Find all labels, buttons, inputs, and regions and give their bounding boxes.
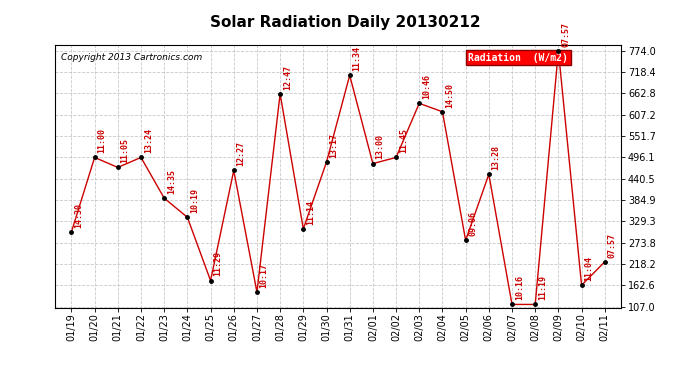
Text: Copyright 2013 Cartronics.com: Copyright 2013 Cartronics.com	[61, 53, 202, 62]
Text: 13:17: 13:17	[329, 133, 338, 158]
Text: 10:16: 10:16	[515, 275, 524, 300]
Text: 07:57: 07:57	[608, 232, 617, 258]
Text: 14:30: 14:30	[75, 203, 83, 228]
Text: 11:45: 11:45	[399, 128, 408, 153]
Text: 11:29: 11:29	[213, 252, 222, 276]
Text: 12:47: 12:47	[283, 64, 292, 90]
Text: 10:46: 10:46	[422, 74, 431, 99]
Text: Solar Radiation Daily 20130212: Solar Radiation Daily 20130212	[210, 15, 480, 30]
Text: 10:19: 10:19	[190, 188, 199, 213]
Text: 11:34: 11:34	[353, 46, 362, 71]
Text: 11:04: 11:04	[584, 256, 593, 281]
Text: 12:27: 12:27	[237, 141, 246, 166]
Text: 13:00: 13:00	[375, 134, 384, 159]
Text: 11:05: 11:05	[121, 138, 130, 163]
Text: 13:28: 13:28	[491, 145, 501, 170]
Text: Radiation  (W/m2): Radiation (W/m2)	[469, 53, 568, 63]
Text: 11:00: 11:00	[97, 128, 106, 153]
Text: 09:06: 09:06	[469, 211, 477, 236]
Text: 13:24: 13:24	[144, 128, 152, 153]
Text: 11:14: 11:14	[306, 200, 315, 225]
Text: 11:19: 11:19	[538, 275, 547, 300]
Text: 14:50: 14:50	[445, 82, 454, 108]
Text: 10:17: 10:17	[259, 263, 268, 288]
Text: 14:35: 14:35	[167, 169, 176, 194]
Text: 07:57: 07:57	[561, 22, 570, 46]
